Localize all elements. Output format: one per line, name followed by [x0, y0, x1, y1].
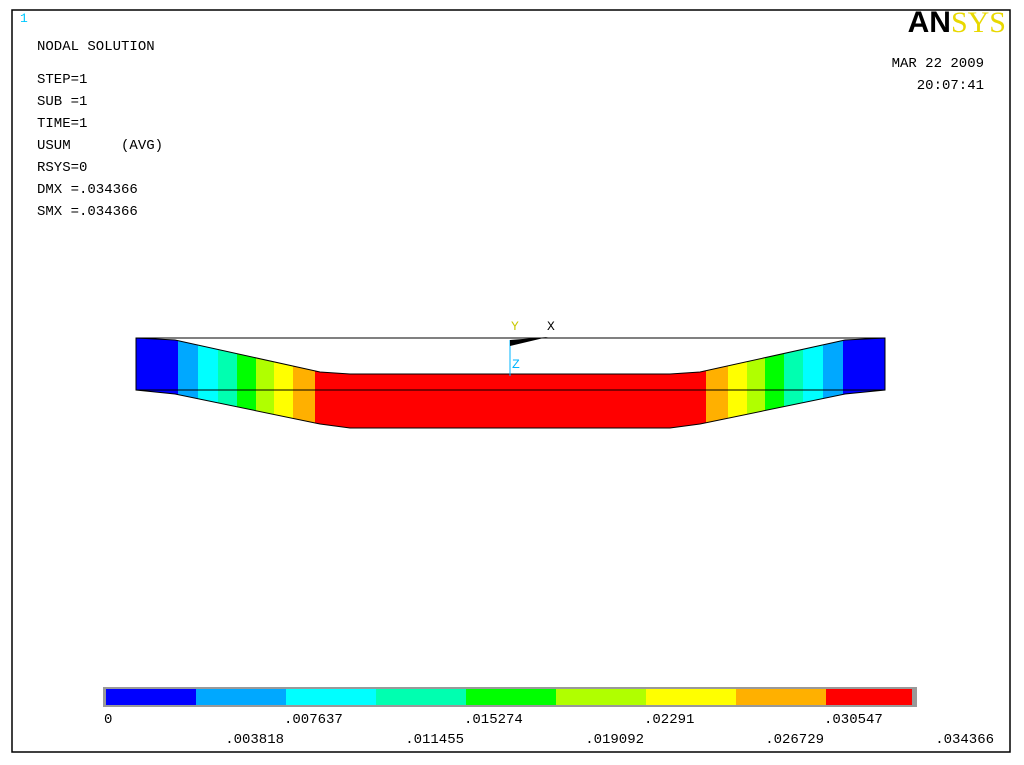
time: 20:07:41 — [917, 78, 984, 94]
legend-swatch — [376, 689, 466, 705]
contour-band — [237, 338, 256, 428]
legend-label: .015274 — [464, 712, 523, 728]
legend-swatch — [196, 689, 286, 705]
window-number: 1 — [20, 11, 28, 26]
triad-x-axis — [510, 337, 548, 346]
info-line: TIME=1 — [37, 116, 87, 132]
legend-label: .011455 — [405, 732, 464, 748]
info-line: RSYS=0 — [37, 160, 87, 176]
legend-label: .02291 — [644, 712, 694, 728]
legend-swatch — [826, 689, 912, 705]
legend-label: .030547 — [824, 712, 883, 728]
legend-swatch — [646, 689, 736, 705]
logo-left: AN — [908, 6, 951, 39]
legend-swatch — [556, 689, 646, 705]
contour-band — [765, 338, 784, 428]
legend-label: .003818 — [225, 732, 284, 748]
triad-y-label: Y — [511, 319, 519, 334]
date: MAR 22 2009 — [892, 56, 984, 72]
legend-label: 0 — [104, 712, 112, 728]
info-line: USUM (AVG) — [37, 138, 163, 154]
legend-label: .026729 — [765, 732, 824, 748]
undeformed-outline — [135, 337, 886, 391]
info-line: DMX =.034366 — [37, 182, 138, 198]
legend-swatch — [106, 689, 196, 705]
triad-x-label: X — [547, 319, 555, 334]
legend-swatch — [286, 689, 376, 705]
legend-label: .019092 — [585, 732, 644, 748]
logo-right: SYS — [951, 6, 1006, 39]
legend-swatch — [736, 689, 826, 705]
triad-z-label: Z — [512, 357, 520, 372]
info-line: SMX =.034366 — [37, 204, 138, 220]
info-line: NODAL SOLUTION — [37, 39, 155, 55]
info-line: SUB =1 — [37, 94, 87, 110]
legend-swatch — [466, 689, 556, 705]
logo: ANSYS — [908, 6, 1006, 39]
info-line: STEP=1 — [37, 72, 87, 88]
legend-label: .034366 — [935, 732, 994, 748]
legend-label: .007637 — [284, 712, 343, 728]
